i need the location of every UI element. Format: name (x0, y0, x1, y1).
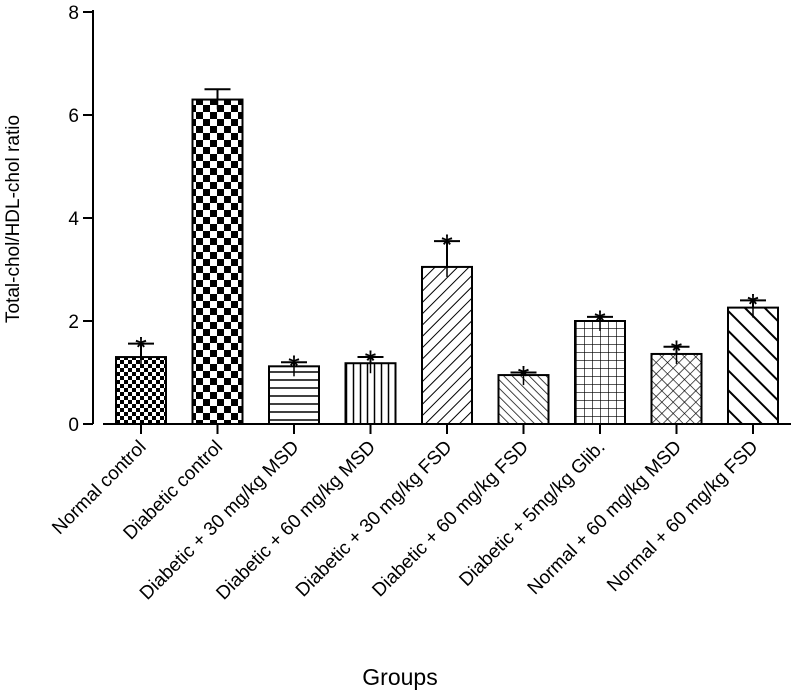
bar (650, 352, 703, 425)
error-bars-layer (128, 88, 766, 386)
bar (421, 265, 473, 425)
significance-star: * (135, 332, 147, 365)
significance-star: * (594, 305, 606, 338)
y-tick-label: 6 (68, 106, 79, 127)
x-axis-label: Groups (362, 664, 437, 690)
y-ticks: 0 2 4 6 8 (68, 3, 93, 436)
significance-star: * (518, 361, 530, 394)
significance-star: * (288, 350, 300, 383)
significance-star: * (747, 288, 759, 321)
y-axis-label: Total-chol/HDL-chol ratio (3, 115, 24, 323)
y-tick-label: 2 (68, 312, 79, 333)
x-tick-label: Diabetic + 30 mg/kg MSD (136, 437, 304, 605)
bar (115, 356, 167, 425)
x-tick-label: Diabetic + 30 mg/kg FSD (292, 437, 457, 602)
x-tick-label: Diabetic + 60 mg/kg FSD (368, 437, 533, 602)
bar (344, 362, 397, 426)
bar (191, 98, 244, 426)
bar (727, 306, 779, 425)
y-tick-label: 8 (68, 3, 79, 24)
significance-star: * (441, 229, 453, 262)
x-tick-label: Diabetic + 60 mg/kg MSD (212, 437, 380, 605)
x-tick-label: Normal + 60 mg/kg MSD (524, 437, 686, 599)
significance-star: * (365, 345, 377, 378)
significance-layer: * * * * * * * * (135, 229, 759, 393)
significance-star: * (671, 335, 683, 368)
x-tick-label: Diabetic + 5mg/kg Glib. (455, 437, 609, 591)
y-tick-label: 4 (68, 209, 79, 230)
y-tick-label: 0 (68, 415, 79, 436)
x-tick-label: Normal + 60 mg/kg FSD (603, 437, 762, 596)
